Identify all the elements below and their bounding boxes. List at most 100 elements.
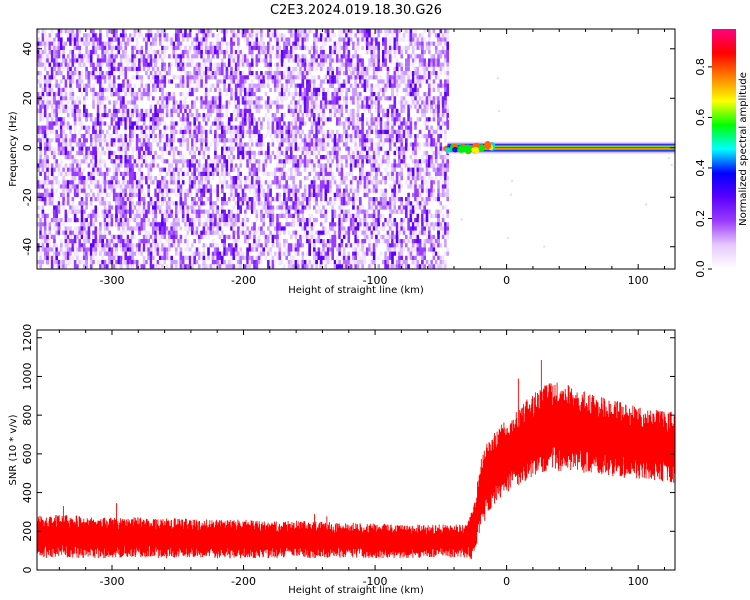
noise-cell (356, 121, 360, 126)
noise-cell (156, 251, 160, 256)
noise-cell (363, 171, 367, 176)
noise-cell (345, 260, 348, 265)
noise-cell (135, 260, 139, 269)
noise-cell (276, 176, 279, 189)
noise-cell (255, 188, 259, 193)
noise-cell (317, 142, 321, 147)
noise-cell (179, 92, 183, 97)
noise-cell (363, 37, 367, 42)
noise-cell (64, 146, 68, 155)
noise-cell (207, 226, 210, 231)
noise-cell (64, 201, 68, 206)
noise-cell (117, 92, 121, 97)
noise-cell (310, 104, 314, 109)
noise-cell (276, 62, 279, 67)
noise-cell (267, 180, 270, 185)
noise-cell (352, 159, 355, 164)
noise-cell (278, 104, 282, 109)
noise-cell (329, 247, 332, 252)
noise-cell (191, 167, 194, 172)
noise-cell (142, 197, 146, 202)
noise-cell (39, 117, 42, 122)
noise-cell (165, 230, 169, 235)
noise-cell (71, 239, 75, 244)
noise-cell (186, 188, 190, 193)
noise-cell (80, 58, 84, 63)
noise-cell (76, 251, 79, 256)
noise-cell (290, 142, 293, 147)
noise-cell (287, 209, 291, 214)
noise-cell (306, 176, 309, 181)
noise-cell (273, 54, 277, 59)
noise-cell (73, 33, 77, 38)
noise-cell (248, 129, 252, 134)
noise-cell (336, 163, 339, 168)
noise-cell (347, 209, 351, 214)
noise-cell (39, 184, 42, 189)
noise-cell (234, 71, 238, 76)
noise-cell (372, 66, 376, 71)
noise-cell (352, 230, 355, 235)
noise-cell (117, 96, 121, 101)
noise-cell (280, 138, 284, 143)
noise-cell (119, 264, 123, 269)
noise-cell (223, 29, 226, 42)
noise-cell (115, 37, 118, 42)
noise-cell (370, 201, 374, 206)
noise-cell (294, 92, 298, 97)
noise-cell (221, 205, 224, 210)
noise-cell (349, 121, 353, 126)
noise-cell (370, 163, 374, 168)
noise-cell (264, 243, 268, 248)
noise-cell (108, 260, 111, 265)
noise-cell (368, 134, 371, 139)
noise-cell (317, 113, 321, 118)
noise-cell (248, 100, 252, 105)
noise-cell (271, 209, 275, 214)
noise-cell (133, 234, 137, 239)
noise-cell (342, 41, 346, 55)
noise-cell (177, 41, 180, 46)
noise-cell (308, 213, 311, 218)
noise-cell (207, 209, 210, 214)
noise-cell (177, 45, 180, 50)
noise-cell (308, 83, 311, 88)
noise-cell (163, 125, 167, 130)
noise-cell (352, 150, 355, 155)
noise-cell (124, 92, 127, 97)
noise-cell (140, 75, 144, 80)
noise-cell (230, 142, 233, 147)
noise-cell (186, 205, 190, 210)
noise-cell (117, 192, 121, 197)
noise-cell (218, 226, 222, 231)
noise-cell (340, 222, 344, 227)
noise-cell (379, 29, 383, 34)
noise-cell (156, 243, 160, 248)
noise-cell (322, 108, 325, 113)
noise-cell (365, 96, 369, 105)
noise-cell (179, 62, 183, 67)
noise-cell (324, 188, 328, 202)
noise-cell (46, 155, 49, 160)
noise-cell (191, 159, 194, 164)
noise-cell (112, 92, 116, 97)
noise-cell (142, 239, 146, 244)
noise-cell (283, 45, 286, 50)
noise-cell (299, 260, 302, 265)
noise-cell (195, 45, 199, 50)
noise-cell (294, 125, 298, 130)
noise-cell (135, 150, 139, 155)
noise-cell (152, 121, 155, 126)
noise-cell (57, 197, 61, 202)
noise-cell (216, 184, 219, 189)
noise-cell (310, 184, 314, 193)
noise-cell (156, 230, 160, 235)
noise-cell (106, 264, 109, 269)
noise-cell (372, 243, 376, 252)
noise-cell (200, 41, 203, 46)
noise-cell (60, 92, 63, 97)
noise-cell (46, 213, 49, 218)
noise-cell (43, 58, 47, 63)
noise-cell (43, 125, 47, 130)
noise-cell (239, 205, 242, 214)
